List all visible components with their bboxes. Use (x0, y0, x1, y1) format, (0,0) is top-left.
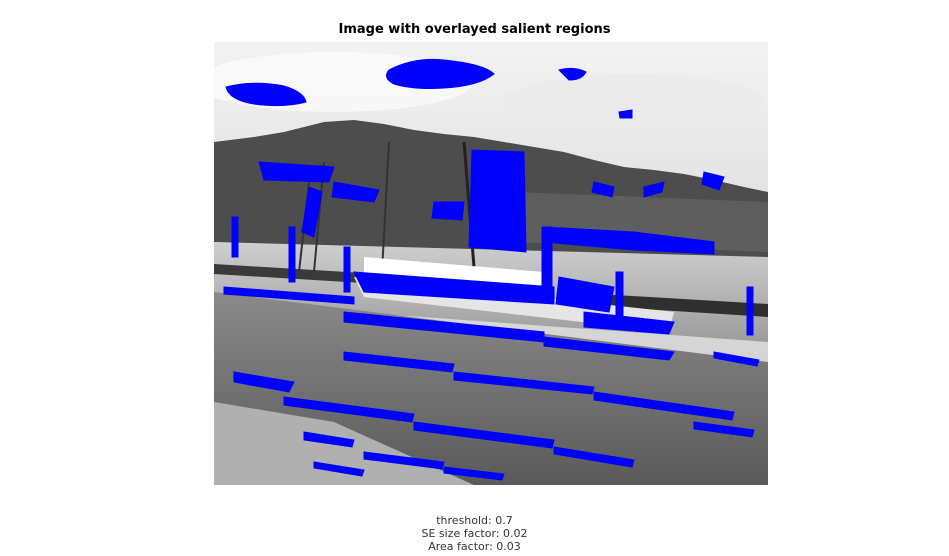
overlay-image (214, 42, 768, 485)
salient-blob (453, 371, 595, 395)
figure-title: Image with overlayed salient regions (338, 22, 611, 37)
salient-blob (555, 276, 615, 313)
salient-blob (701, 171, 725, 191)
salient-blob (313, 461, 365, 477)
salient-blob (746, 286, 754, 336)
salient-blob (543, 336, 675, 361)
caption-threshold: threshold: 0.7 (436, 514, 513, 527)
salient-blob (553, 446, 635, 468)
salient-blob (468, 149, 527, 253)
salient-blob (301, 186, 323, 238)
salient-blob (331, 181, 380, 203)
salient-blob (618, 109, 633, 119)
salient-blob (558, 67, 587, 81)
photo-background (214, 42, 768, 485)
salient-blob (233, 371, 295, 393)
salient-blob (288, 226, 296, 283)
salient-blob (363, 451, 445, 470)
salient-blob (541, 226, 553, 288)
salient-blob (713, 351, 760, 367)
salient-blob (413, 421, 555, 449)
salient-blob (303, 431, 355, 448)
salient-blob (583, 311, 675, 335)
salient-blob (231, 216, 239, 258)
salient-blob (593, 391, 735, 421)
salient-blob (443, 466, 505, 481)
salient-blob (693, 421, 755, 438)
salient-blob (643, 181, 665, 198)
parameter-caption: threshold: 0.7 SE size factor: 0.02 Area… (0, 514, 949, 553)
cloud (504, 74, 764, 130)
salient-blob (353, 271, 555, 305)
salient-blob (343, 351, 455, 373)
salient-blob (283, 396, 415, 423)
salient-blob (431, 201, 465, 221)
salient-blob (343, 246, 351, 293)
salient-blob (223, 286, 355, 305)
salient-region-overlay (223, 59, 760, 481)
salient-blob (591, 181, 615, 198)
salient-blob (385, 59, 495, 89)
caption-area-factor: Area factor: 0.03 (428, 540, 521, 553)
salient-blob (225, 82, 307, 107)
salient-blob (258, 161, 335, 183)
caption-se-size-factor: SE size factor: 0.02 (421, 527, 528, 540)
